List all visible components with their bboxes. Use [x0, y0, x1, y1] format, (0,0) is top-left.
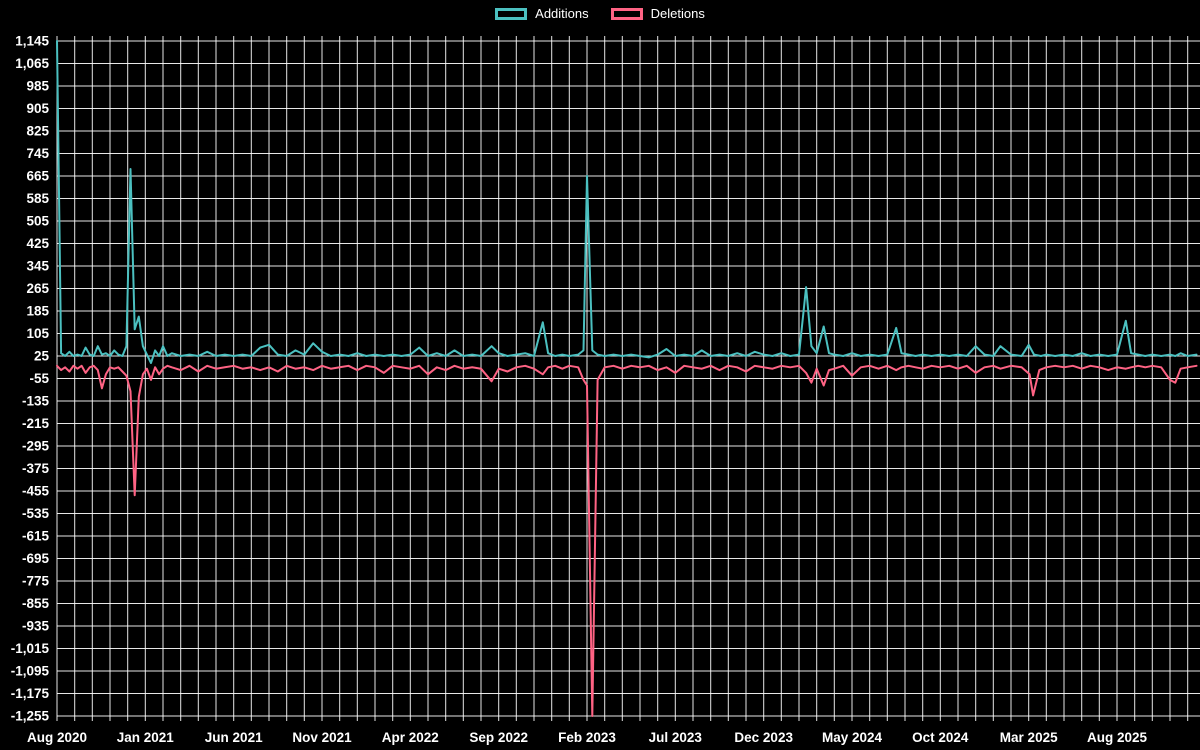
y-tick-label: 905	[26, 101, 49, 116]
y-tick-label: -135	[22, 394, 50, 409]
y-tick-label: -535	[22, 506, 50, 521]
y-tick-label: 345	[26, 259, 49, 274]
y-tick-label: -1,255	[11, 709, 50, 724]
chart-legend: Additions Deletions	[0, 7, 1200, 20]
x-tick-label: Feb 2023	[558, 730, 616, 745]
x-axis-labels: Aug 2020 Jan 2021 Jun 2021 Nov 2021 Apr 2022…	[27, 730, 1148, 745]
y-tick-label: 985	[26, 79, 49, 94]
y-tick-label: 1,065	[15, 56, 49, 71]
y-tick-label: 665	[26, 169, 49, 184]
y-tick-label: 265	[26, 281, 49, 296]
y-tick-label: 25	[34, 349, 50, 364]
x-tick-label: Mar 2025	[1000, 730, 1058, 745]
y-tick-label: 825	[26, 124, 49, 139]
series-line-deletions	[56, 364, 1198, 717]
legend-item-additions[interactable]: Additions	[495, 6, 589, 21]
y-tick-label: -615	[22, 529, 50, 544]
y-tick-label: -695	[22, 551, 50, 566]
series-line-additions	[56, 40, 1198, 364]
x-tick-label: Nov 2021	[292, 730, 352, 745]
y-tick-label: -375	[22, 461, 50, 476]
y-tick-label: -455	[22, 484, 50, 499]
additions-swatch-icon	[495, 7, 528, 20]
legend-item-deletions[interactable]: Deletions	[610, 6, 705, 21]
x-tick-label: Dec 2023	[734, 730, 793, 745]
x-tick-label: Jun 2021	[205, 730, 263, 745]
y-tick-label: 425	[26, 236, 49, 251]
y-axis-labels: 1,145 1,065 985 905 825 745 665 585 505 425 345 265…	[11, 34, 50, 724]
gridlines	[56, 36, 1200, 721]
y-tick-label: 185	[26, 304, 49, 319]
x-tick-label: Aug 2020	[27, 730, 87, 745]
x-tick-label: May 2024	[822, 730, 883, 745]
x-tick-label: Jan 2021	[117, 730, 175, 745]
x-tick-label: Oct 2024	[912, 730, 969, 745]
legend-label-deletions: Deletions	[650, 6, 705, 21]
x-tick-label: Apr 2022	[382, 730, 439, 745]
deletions-swatch-icon	[610, 7, 643, 20]
x-tick-label: Sep 2022	[469, 730, 528, 745]
y-tick-label: -855	[22, 596, 50, 611]
y-tick-label: 585	[26, 191, 49, 206]
y-tick-label: -775	[22, 574, 50, 589]
y-tick-label: -935	[22, 619, 50, 634]
y-tick-label: 745	[26, 146, 49, 161]
y-tick-label: 1,145	[15, 34, 49, 49]
y-tick-label: -1,175	[11, 686, 50, 701]
y-tick-label: -295	[22, 439, 50, 454]
x-tick-label: Aug 2025	[1087, 730, 1148, 745]
y-tick-label: 505	[26, 214, 49, 229]
y-tick-label: 105	[26, 326, 49, 341]
y-tick-label: -215	[22, 416, 50, 431]
y-tick-label: -55	[29, 371, 49, 386]
x-tick-label: Jul 2023	[649, 730, 703, 745]
legend-label-additions: Additions	[535, 6, 589, 21]
y-tick-label: -1,095	[11, 664, 50, 679]
y-tick-label: -1,015	[11, 641, 50, 656]
